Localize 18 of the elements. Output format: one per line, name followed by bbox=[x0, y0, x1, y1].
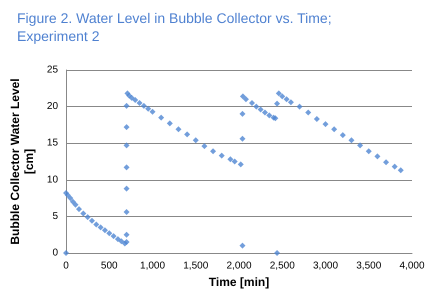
y-tick-label: 15 bbox=[46, 138, 58, 149]
y-tick-label: 25 bbox=[46, 64, 58, 76]
y-tick-label: 20 bbox=[46, 101, 58, 112]
y-tick-label: 10 bbox=[46, 174, 58, 186]
x-tick-label: 0 bbox=[63, 260, 70, 272]
x-tick-label: 2,000 bbox=[226, 260, 252, 272]
chart-title: Figure 2. Water Level in Bubble Collector vs. Time; Experiment 2 bbox=[17, 10, 332, 44]
x-tick-label: 3,000 bbox=[312, 260, 338, 272]
x-tick-label: 1,000 bbox=[140, 260, 166, 272]
y-axis-title: Bubble Collector Water Level [cm] bbox=[8, 78, 36, 245]
x-tick-label: 1,500 bbox=[183, 260, 209, 272]
y-tick-label: 5 bbox=[52, 210, 58, 222]
x-tick-label: 3,500 bbox=[356, 260, 382, 272]
x-tick-label: 2,500 bbox=[270, 260, 296, 272]
x-tick-label: 500 bbox=[100, 260, 118, 272]
x-axis-title: Time [min] bbox=[208, 274, 270, 289]
x-tick-label: 4,000 bbox=[399, 260, 425, 272]
y-tick-label: 0 bbox=[52, 248, 58, 258]
